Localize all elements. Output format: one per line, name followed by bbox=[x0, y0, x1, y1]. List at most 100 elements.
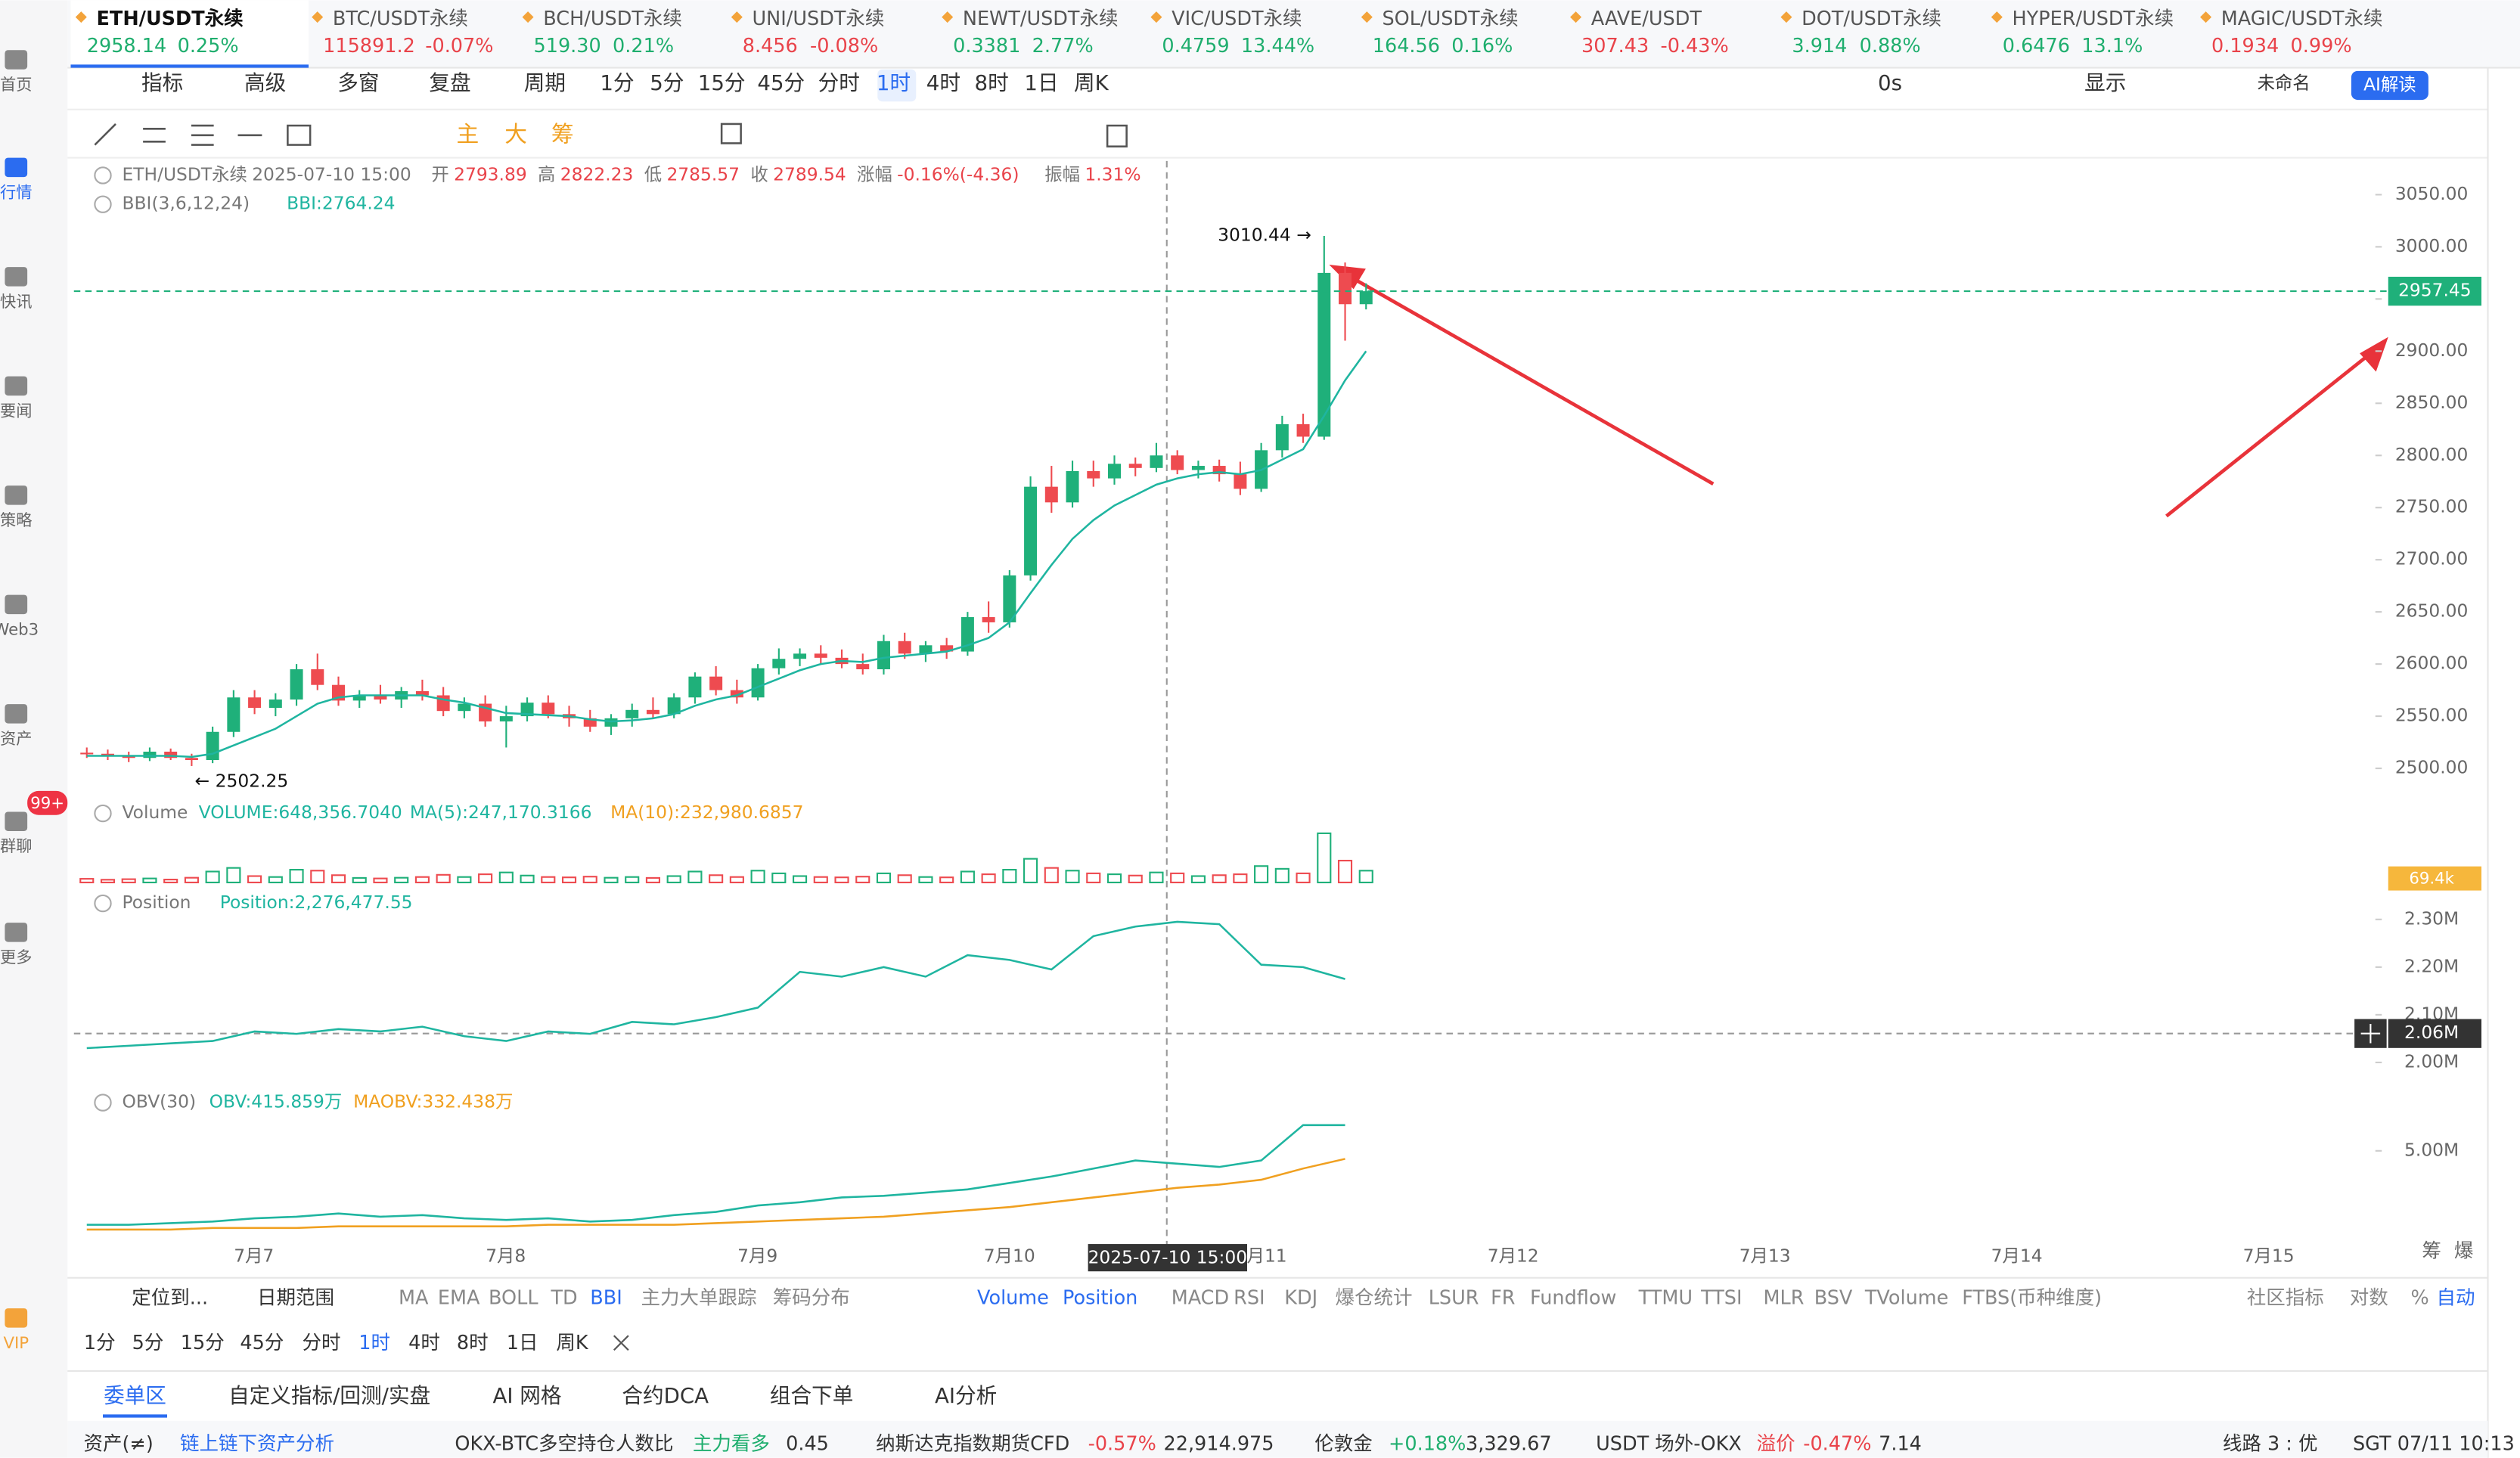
interval[interactable]: 15分 bbox=[181, 1332, 225, 1354]
interval[interactable]: 5分 bbox=[650, 70, 684, 95]
draw-tool[interactable]: 筹 bbox=[551, 121, 574, 147]
interval[interactable]: 1分 bbox=[84, 1332, 116, 1354]
ticker-symbol[interactable]: BTC/USDT永续 bbox=[333, 8, 468, 30]
main-indicator[interactable]: EMA bbox=[438, 1286, 480, 1309]
main-indicator[interactable]: BOLL bbox=[489, 1286, 538, 1309]
sidebar-item[interactable]: 群聊 bbox=[0, 837, 33, 856]
interval[interactable]: 分时 bbox=[302, 1332, 340, 1354]
sub-indicator[interactable]: Fundflow bbox=[1530, 1286, 1616, 1309]
interval[interactable]: 1分 bbox=[600, 70, 634, 95]
locate[interactable]: 定位到... bbox=[132, 1286, 208, 1309]
ticker-symbol[interactable]: ETH/USDT永续 bbox=[97, 8, 244, 30]
interval[interactable]: 周K bbox=[1074, 70, 1109, 95]
bbi-line bbox=[86, 350, 1367, 758]
interval[interactable]: 8时 bbox=[975, 70, 1009, 95]
sidebar-item[interactable]: Web3 bbox=[0, 620, 39, 639]
sub-indicator[interactable]: TVolume bbox=[1864, 1286, 1948, 1309]
sidebar-item[interactable]: 快讯 bbox=[0, 293, 33, 312]
corner-tool[interactable]: 筹 bbox=[2422, 1240, 2441, 1263]
toolbar-item[interactable]: 0s bbox=[1878, 70, 1902, 95]
ticker-symbol[interactable]: HYPER/USDT永续 bbox=[2013, 8, 2174, 30]
sub-indicator[interactable]: FTBS(币种维度) bbox=[1962, 1286, 2102, 1309]
tab[interactable]: 组合下单 bbox=[770, 1383, 853, 1408]
interval[interactable]: 1日 bbox=[507, 1332, 538, 1354]
sidebar-item[interactable]: 资产 bbox=[0, 730, 33, 749]
indicator-option[interactable]: % bbox=[2411, 1286, 2429, 1309]
interval[interactable]: 1时 bbox=[877, 70, 911, 95]
sidebar-item[interactable]: 要闻 bbox=[0, 402, 33, 420]
sub-indicator[interactable]: 爆仓统计 bbox=[1335, 1286, 1412, 1309]
sub-indicator[interactable]: BSV bbox=[1814, 1286, 1853, 1309]
ticker-symbol[interactable]: UNI/USDT永续 bbox=[753, 8, 885, 30]
interval[interactable]: 1日 bbox=[1024, 70, 1058, 95]
interval[interactable]: 45分 bbox=[757, 70, 805, 95]
tab[interactable]: 自定义指标/回测/实盘 bbox=[228, 1383, 430, 1408]
ticker-symbol[interactable]: BCH/USDT永续 bbox=[543, 8, 682, 30]
main-indicator[interactable]: 筹码分布 bbox=[773, 1286, 850, 1309]
toolbar-item[interactable]: 复盘 bbox=[429, 70, 470, 95]
indicator-option[interactable]: 社区指标 bbox=[2247, 1286, 2324, 1309]
legend-toggle bbox=[94, 804, 112, 823]
ticker-symbol[interactable]: NEWT/USDT永续 bbox=[963, 8, 1119, 30]
sidebar-item[interactable]: 策略 bbox=[0, 511, 33, 530]
tab[interactable]: AI分析 bbox=[935, 1383, 997, 1408]
sidebar-item[interactable]: VIP bbox=[3, 1334, 29, 1353]
interval[interactable]: 分时 bbox=[818, 70, 860, 95]
sub-indicator[interactable]: Position bbox=[1063, 1286, 1137, 1309]
toolbar-item[interactable]: 显示 bbox=[2084, 70, 2126, 95]
main-indicator[interactable]: BBI bbox=[590, 1286, 622, 1309]
interval[interactable]: 5分 bbox=[132, 1332, 164, 1354]
indicator-option[interactable]: 对数 bbox=[2350, 1286, 2388, 1309]
tab[interactable]: AI 网格 bbox=[492, 1383, 561, 1408]
toolbar-item[interactable]: 多窗 bbox=[337, 70, 379, 95]
sub-indicator[interactable]: FR bbox=[1491, 1286, 1515, 1309]
close-icon[interactable] bbox=[613, 1335, 629, 1351]
ai-button[interactable] bbox=[2351, 70, 2428, 101]
candle-body bbox=[1003, 575, 1016, 622]
ticker-symbol[interactable]: SOL/USDT永续 bbox=[1383, 8, 1519, 30]
sub-indicator[interactable]: TTMU bbox=[1638, 1286, 1693, 1309]
ticker-price: 115891.2 bbox=[323, 35, 415, 57]
sub-indicator[interactable]: KDJ bbox=[1284, 1286, 1317, 1309]
interval[interactable]: 45分 bbox=[240, 1332, 284, 1354]
sidebar-item[interactable]: 行情 bbox=[0, 183, 33, 202]
ticker-symbol[interactable]: VIC/USDT永续 bbox=[1172, 8, 1302, 30]
sub-indicator[interactable]: MLR bbox=[1764, 1286, 1805, 1309]
candle-body bbox=[122, 755, 135, 758]
main-indicator[interactable]: 主力大单跟踪 bbox=[641, 1286, 756, 1309]
interval[interactable]: 8时 bbox=[457, 1332, 489, 1354]
x-tick-label: 7月15 bbox=[2243, 1246, 2295, 1267]
interval[interactable]: 4时 bbox=[926, 70, 961, 95]
toolbar-item[interactable]: 高级 bbox=[244, 70, 286, 95]
sub-indicator[interactable]: MACD bbox=[1172, 1286, 1229, 1309]
interval[interactable]: 1时 bbox=[358, 1332, 390, 1354]
toolbar-item[interactable]: 指标 bbox=[141, 70, 183, 95]
ticker-symbol[interactable]: DOT/USDT永续 bbox=[1802, 8, 1941, 30]
sidebar-item[interactable]: 更多 bbox=[0, 948, 33, 967]
main-indicator[interactable]: MA bbox=[399, 1286, 429, 1309]
corner-tool[interactable]: 爆 bbox=[2454, 1240, 2474, 1263]
candle-body bbox=[793, 653, 807, 659]
toolbar-item[interactable]: 未命名 bbox=[2258, 72, 2311, 93]
sub-indicator[interactable]: TTSI bbox=[1700, 1286, 1742, 1309]
sidebar-item[interactable]: 首页 bbox=[0, 76, 33, 95]
ticker-symbol[interactable]: AAVE/USDT bbox=[1591, 8, 1702, 30]
sidebar-icon bbox=[5, 923, 28, 942]
draw-tool[interactable]: 大 bbox=[504, 121, 527, 147]
tab[interactable]: 委单区 bbox=[104, 1383, 166, 1408]
toolbar-item[interactable]: 周期 bbox=[524, 70, 566, 95]
sub-indicator[interactable]: RSI bbox=[1234, 1286, 1265, 1309]
sub-indicator[interactable]: Volume bbox=[977, 1286, 1049, 1309]
ticker-symbol[interactable]: MAGIC/USDT永续 bbox=[2221, 8, 2383, 30]
ai-label[interactable]: AI解读 bbox=[2363, 73, 2416, 95]
interval[interactable]: 周K bbox=[556, 1332, 589, 1354]
interval[interactable]: 4时 bbox=[408, 1332, 440, 1354]
sub-indicator[interactable]: LSUR bbox=[1429, 1286, 1479, 1309]
indicator-option[interactable]: 自动 bbox=[2437, 1286, 2475, 1309]
interval[interactable]: 15分 bbox=[698, 70, 746, 95]
tab[interactable]: 合约DCA bbox=[622, 1383, 709, 1408]
legend-field: MA(10):232,980.6857 bbox=[610, 802, 803, 823]
draw-tool[interactable]: 主 bbox=[456, 121, 479, 147]
main-indicator[interactable]: TD bbox=[550, 1286, 577, 1309]
date-range[interactable]: 日期范围 bbox=[257, 1286, 334, 1309]
